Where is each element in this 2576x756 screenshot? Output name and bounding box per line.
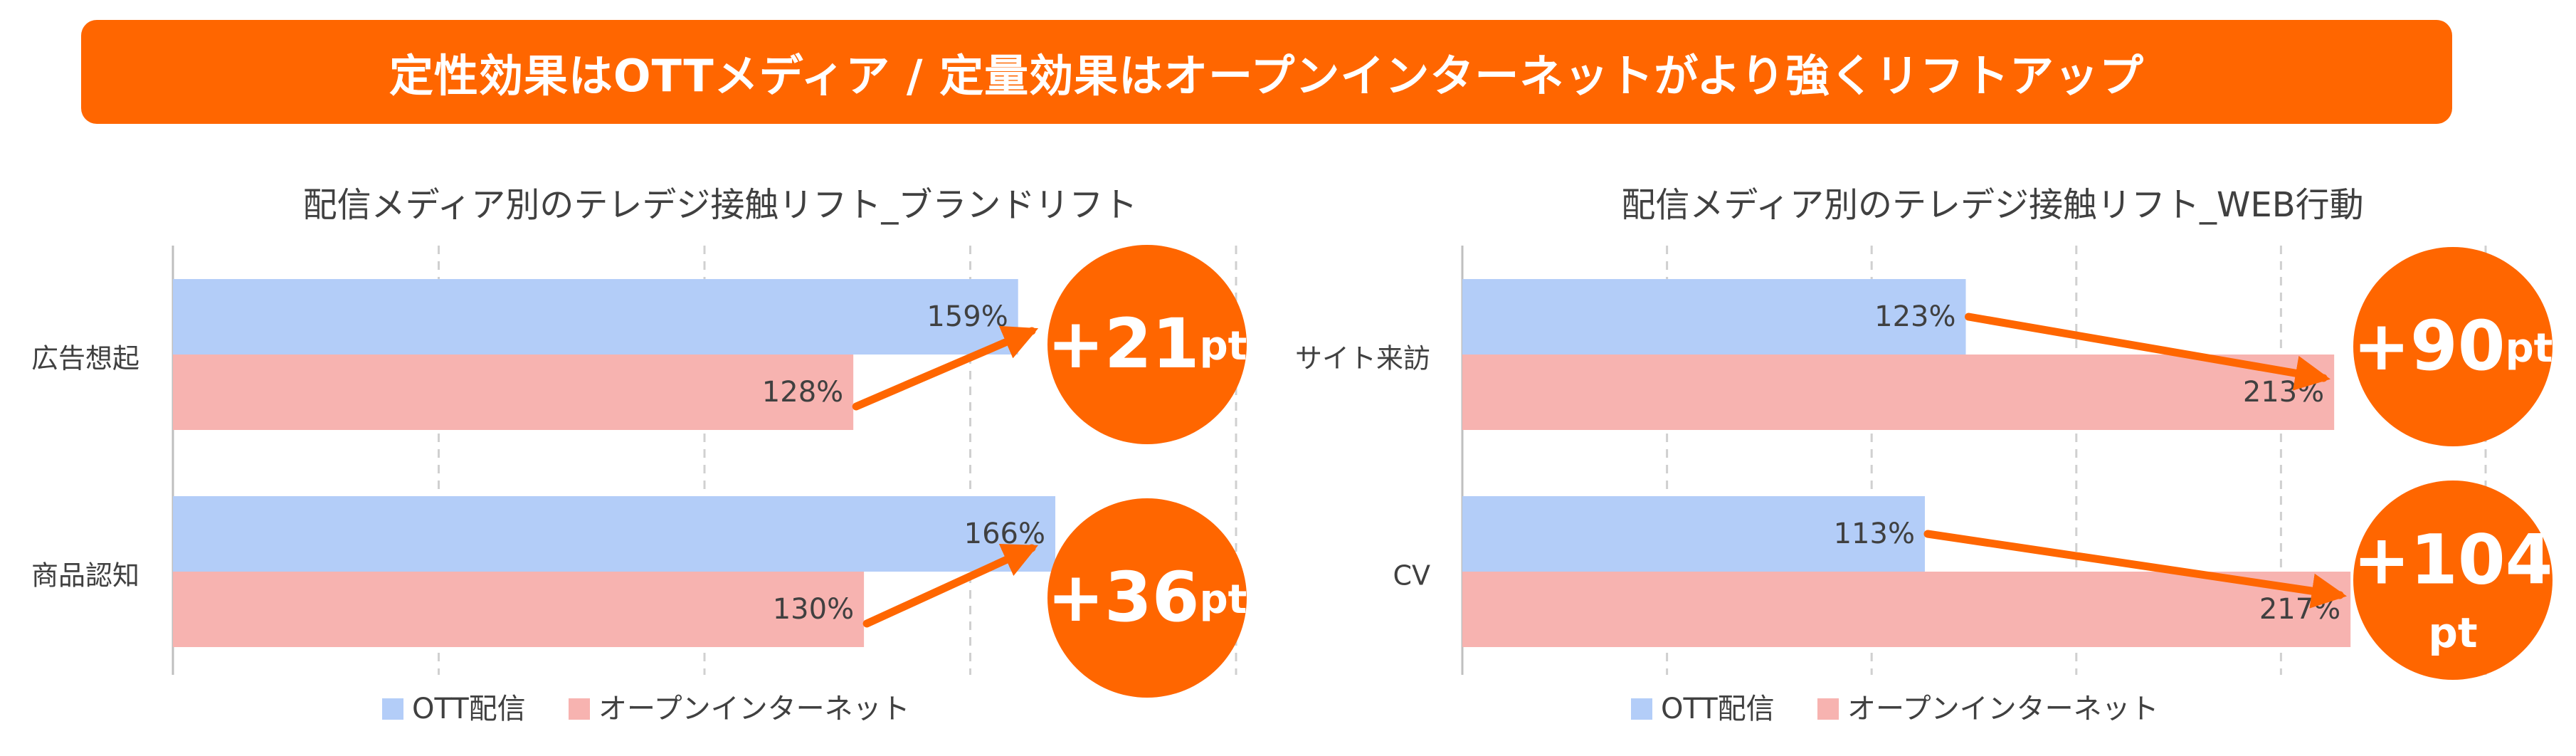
bar <box>173 279 1018 355</box>
lift-arrow <box>862 543 1039 628</box>
data-label: 217% <box>2259 593 2340 626</box>
category-label: CV <box>1393 560 1430 592</box>
legend-swatch <box>382 698 403 720</box>
legend-swatch <box>1631 698 1652 720</box>
bar <box>1462 279 1966 355</box>
lift-unit: pt <box>2428 609 2477 657</box>
data-label: 130% <box>773 593 854 626</box>
legend-label: OTT配信 <box>1661 693 1775 725</box>
legend-swatch <box>1817 698 1839 720</box>
lift-arrow <box>852 325 1039 411</box>
bar <box>173 572 865 647</box>
lift-circle <box>1047 245 1247 444</box>
legend-label: オープンインターネット <box>1847 693 2159 725</box>
category-label: 商品認知 <box>31 560 139 592</box>
category-label: 広告想起 <box>31 343 139 374</box>
chart-title: 配信メディア別のテレデジ接触リフト_ブランドリフト <box>303 185 1138 225</box>
legend-label: OTT配信 <box>412 693 526 725</box>
lift-number: +90 <box>2353 306 2506 386</box>
bar <box>173 355 854 430</box>
headline-text: 定性効果はOTTメディア / 定量効果はオープンインターネットがより強くリフトア… <box>389 50 2145 102</box>
bar <box>1462 496 1925 572</box>
legend-swatch <box>569 698 590 720</box>
lift-number: +36 <box>1047 557 1200 637</box>
lift-arrow <box>1964 313 2330 391</box>
data-label: 123% <box>1874 300 1955 333</box>
data-label: 213% <box>2243 376 2324 409</box>
chart-title: 配信メディア別のテレデジ接触リフト_WEB行動 <box>1621 185 2363 225</box>
lift-unit: pt <box>1200 323 1247 369</box>
lift-number: +21 <box>1047 304 1200 384</box>
data-label: 159% <box>927 300 1008 333</box>
bar <box>1462 355 2335 430</box>
lift-unit: pt <box>1200 577 1247 623</box>
data-label: 128% <box>762 376 843 409</box>
lift-value: +104 <box>2353 520 2553 599</box>
bar <box>173 496 1056 572</box>
lift-circle <box>2353 247 2553 446</box>
lift-value: +90pt <box>2353 306 2553 386</box>
headline-banner: 定性効果はOTTメディア / 定量効果はオープンインターネットがより強くリフトア… <box>81 20 2452 124</box>
category-label: サイト来訪 <box>1295 343 1430 374</box>
lift-unit: pt <box>2506 325 2553 372</box>
lift-value: +21pt <box>1047 304 1247 384</box>
lift-value: +36pt <box>1047 557 1247 637</box>
lift-circle <box>2353 481 2553 680</box>
lift-arrow <box>1923 530 2347 609</box>
chart-2: 配信メディア別のテレデジ接触リフト_WEB行動サイト来訪123%213%+90p… <box>1295 185 2553 725</box>
data-label: 113% <box>1834 518 1915 550</box>
lift-circle <box>1047 498 1247 698</box>
bar <box>1462 572 2351 647</box>
legend-label: オープンインターネット <box>598 693 910 725</box>
